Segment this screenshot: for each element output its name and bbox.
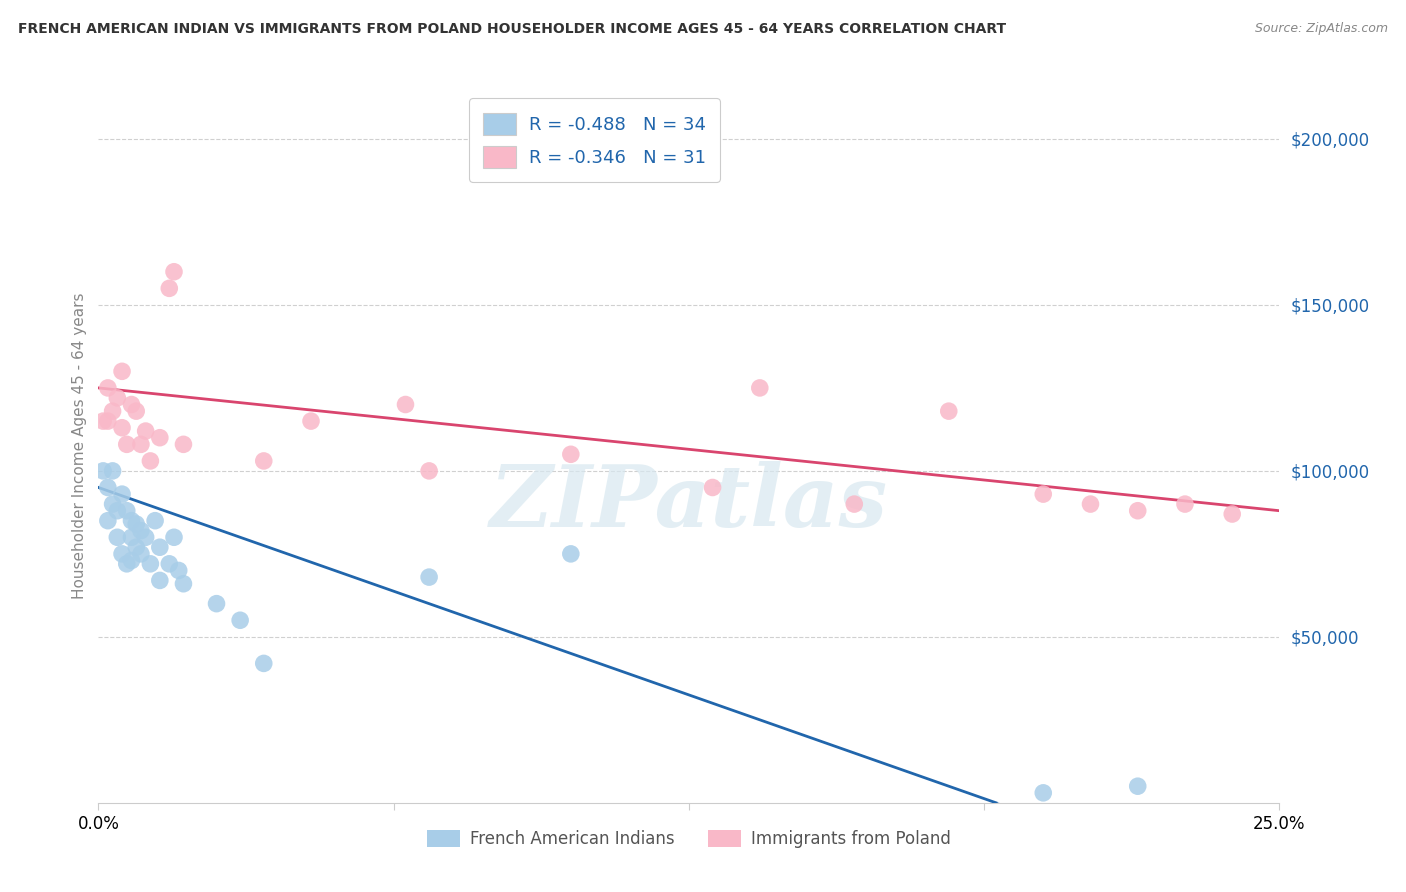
Point	[115, 557, 138, 571]
Point	[172, 576, 194, 591]
Point	[111, 547, 134, 561]
Point	[97, 381, 120, 395]
Point	[844, 497, 866, 511]
Point	[163, 530, 186, 544]
Point	[938, 404, 960, 418]
Point	[418, 570, 440, 584]
Point	[121, 397, 143, 411]
Point	[129, 547, 152, 561]
Point	[111, 364, 134, 378]
Point	[135, 424, 157, 438]
Point	[111, 487, 134, 501]
Point	[1220, 507, 1243, 521]
Point	[1032, 786, 1054, 800]
Point	[748, 381, 770, 395]
Point	[105, 530, 128, 544]
Point	[172, 437, 194, 451]
Point	[139, 454, 162, 468]
Point	[101, 464, 124, 478]
Text: ZIPatlas: ZIPatlas	[489, 461, 889, 545]
Point	[149, 540, 172, 554]
Point	[1126, 504, 1149, 518]
Point	[139, 557, 162, 571]
Point	[560, 447, 582, 461]
Point	[253, 657, 276, 671]
Point	[157, 557, 180, 571]
Point	[121, 553, 143, 567]
Point	[1174, 497, 1197, 511]
Point	[125, 540, 148, 554]
Point	[105, 391, 128, 405]
Point	[101, 404, 124, 418]
Point	[115, 504, 138, 518]
Point	[1032, 487, 1054, 501]
Point	[91, 414, 114, 428]
Point	[149, 431, 172, 445]
Point	[97, 481, 120, 495]
Text: FRENCH AMERICAN INDIAN VS IMMIGRANTS FROM POLAND HOUSEHOLDER INCOME AGES 45 - 64: FRENCH AMERICAN INDIAN VS IMMIGRANTS FRO…	[18, 22, 1007, 37]
Point	[101, 497, 124, 511]
Point	[418, 464, 440, 478]
Point	[97, 414, 120, 428]
Point	[163, 265, 186, 279]
Point	[253, 454, 276, 468]
Point	[125, 516, 148, 531]
Point	[129, 524, 152, 538]
Point	[560, 547, 582, 561]
Point	[121, 514, 143, 528]
Point	[205, 597, 228, 611]
Point	[125, 404, 148, 418]
Point	[111, 421, 134, 435]
Point	[167, 564, 190, 578]
Point	[105, 504, 128, 518]
Point	[702, 481, 724, 495]
Text: Source: ZipAtlas.com: Source: ZipAtlas.com	[1254, 22, 1388, 36]
Point	[115, 437, 138, 451]
Point	[1126, 779, 1149, 793]
Point	[157, 281, 180, 295]
Point	[149, 574, 172, 588]
Point	[299, 414, 322, 428]
Legend: French American Indians, Immigrants from Poland: French American Indians, Immigrants from…	[420, 823, 957, 855]
Point	[394, 397, 416, 411]
Point	[1080, 497, 1102, 511]
Point	[143, 514, 166, 528]
Point	[91, 464, 114, 478]
Point	[121, 530, 143, 544]
Point	[129, 437, 152, 451]
Point	[135, 530, 157, 544]
Point	[229, 613, 252, 627]
Point	[97, 514, 120, 528]
Y-axis label: Householder Income Ages 45 - 64 years: Householder Income Ages 45 - 64 years	[72, 293, 87, 599]
